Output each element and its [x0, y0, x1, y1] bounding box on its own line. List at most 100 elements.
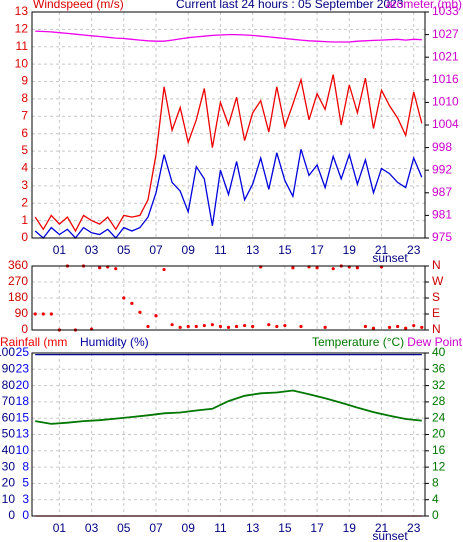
direction-point: [202, 323, 206, 328]
y2-tick-label: S: [432, 290, 440, 304]
y-tick-label: 50: [2, 427, 16, 441]
direction-point: [387, 325, 392, 329]
plot-frame: [31, 352, 426, 517]
x-tick-label: 21: [375, 243, 389, 257]
x-tick-label: 03: [85, 243, 99, 257]
y-tick-label: 8: [21, 91, 28, 105]
y2-tick-label: 1010: [432, 95, 459, 109]
y-tick-label: 0: [8, 508, 15, 522]
y-tick-label: 2: [21, 195, 28, 209]
direction-point: [138, 310, 142, 314]
y2-tick-label: N: [432, 322, 441, 336]
y2-tick-label: 20: [432, 427, 446, 441]
y3-tick-label: 13: [16, 427, 30, 441]
legend-entry: Dew Point: [407, 335, 462, 349]
y-tick-label: 9: [21, 74, 28, 88]
direction-point: [49, 312, 53, 316]
x-tick-label: 07: [149, 243, 163, 257]
y-tick-label: 180: [8, 290, 28, 304]
y2-tick-label: E: [432, 306, 440, 320]
direction-point: [299, 324, 303, 329]
y2-tick-label: 4: [432, 492, 439, 506]
direction-point: [267, 323, 271, 327]
series-line: [35, 389, 422, 425]
x-tick-label: 23: [407, 243, 421, 257]
direction-point: [98, 266, 102, 270]
y2-tick-label: 1033: [432, 4, 459, 18]
series-line: [34, 74, 423, 233]
direction-point: [355, 266, 359, 270]
direction-point: [331, 267, 335, 271]
y-tick-label: 70: [2, 394, 16, 408]
y2-tick-label: 36: [432, 361, 446, 375]
legend-entry: Temperature (°C): [312, 335, 404, 349]
direction-point: [130, 301, 134, 305]
direction-point: [178, 325, 182, 329]
y3-tick-label: 25: [16, 345, 30, 359]
direction-point: [412, 323, 416, 328]
x-tick-label: 17: [310, 243, 324, 257]
y3-tick-label: 10: [16, 443, 30, 457]
y-tick-label: 6: [21, 126, 28, 140]
y-tick-label: 80: [2, 378, 16, 392]
direction-point: [371, 326, 376, 330]
direction-point: [226, 325, 231, 329]
chart-title: Current last 24 hours : 05 September 202…: [176, 0, 404, 11]
x-tick-label: 03: [85, 521, 99, 535]
y2-tick-label: 987: [432, 185, 452, 199]
direction-point: [122, 296, 126, 300]
y-tick-label: 13: [15, 4, 29, 18]
y-tick-label: 12: [15, 22, 29, 36]
direction-point: [154, 314, 158, 318]
direction-point: [283, 323, 287, 328]
legend-entry: Rainfall (mm: [0, 335, 67, 349]
y2-tick-label: 981: [432, 208, 452, 222]
y2-tick-label: N: [432, 258, 441, 272]
y-tick-label: 100: [0, 345, 15, 359]
direction-point: [234, 324, 239, 329]
y-tick-label: 90: [2, 361, 16, 375]
x-tick-label: 19: [343, 243, 357, 257]
x-tick-label: 11: [214, 243, 227, 257]
y-tick-label: 7: [21, 108, 28, 122]
y2-axis-label: arometer (mb): [386, 0, 462, 11]
direction-point: [210, 323, 214, 327]
x-tick-label: 15: [278, 521, 292, 535]
y3-tick-label: 23: [16, 361, 30, 375]
direction-point: [162, 267, 166, 272]
x-tick-label: 15: [278, 243, 292, 257]
x-tick-label: 11: [214, 521, 227, 535]
y3-tick-label: 3: [22, 492, 29, 506]
plot-frame: [31, 265, 426, 331]
y2-tick-label: 40: [432, 345, 446, 359]
series-line: [35, 30, 422, 43]
series-line: [34, 149, 423, 240]
plot-frame: [31, 11, 426, 239]
x-tick-label: 23: [407, 521, 421, 535]
y-tick-label: 5: [21, 143, 28, 157]
x-tick-label: 09: [182, 243, 196, 257]
y-tick-label: 4: [21, 161, 28, 175]
direction-point: [146, 324, 150, 329]
y2-tick-label: 16: [432, 443, 446, 457]
direction-point: [363, 324, 368, 329]
y2-tick-label: 992: [432, 162, 452, 176]
y2-tick-label: W: [432, 274, 444, 288]
y-axis-label: Windspeed (m/s): [33, 0, 124, 11]
y-tick-label: 1: [21, 213, 28, 227]
direction-point: [41, 312, 45, 316]
y3-tick-label: 0: [22, 508, 29, 522]
y2-tick-label: 8: [432, 476, 439, 490]
direction-point: [114, 267, 118, 271]
y2-tick-label: 12: [432, 459, 446, 473]
x-tick-label: 01: [53, 521, 67, 535]
direction-point: [186, 324, 190, 329]
y-tick-label: 0: [21, 322, 28, 336]
y3-tick-label: 5: [22, 476, 29, 490]
direction-point: [218, 324, 223, 329]
y2-tick-label: 1016: [432, 72, 459, 86]
y-tick-label: 360: [8, 258, 28, 272]
x-tick-label: 21: [375, 521, 389, 535]
